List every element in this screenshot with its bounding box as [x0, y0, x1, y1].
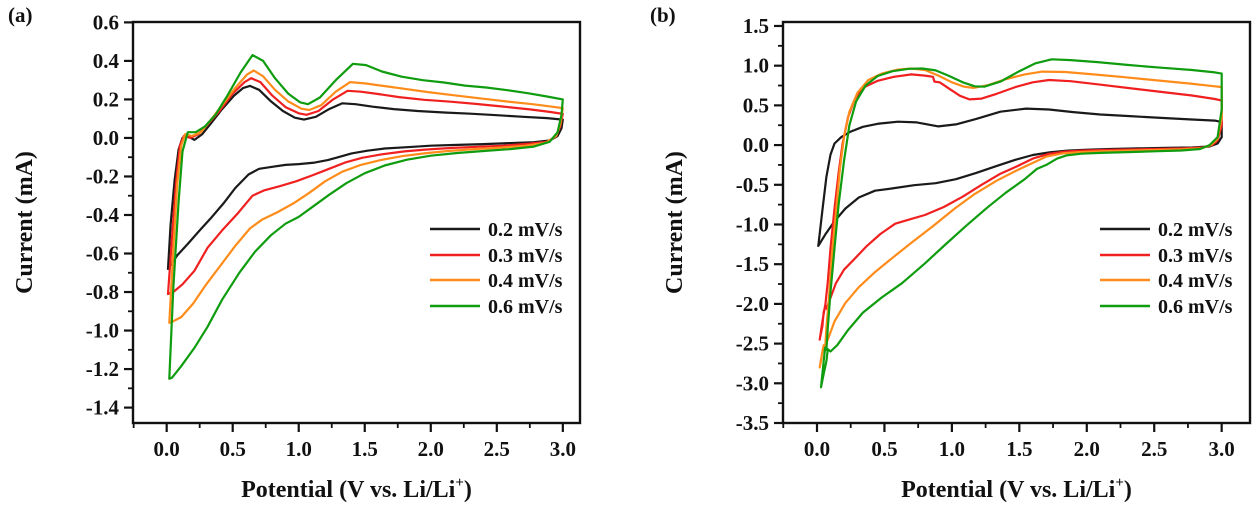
x-tick-label-a: 3.0 — [550, 437, 576, 461]
cv-curve-0.3mVs-a — [166, 77, 564, 296]
legend-label-a-2: 0.4 mV/s — [488, 270, 563, 292]
x-tick-label-b: 2.5 — [1141, 437, 1167, 461]
legend-label-b-2: 0.4 mV/s — [1158, 270, 1233, 292]
y-tick-label-b: -3.0 — [736, 371, 769, 395]
y-tick-label-a: -0.6 — [86, 242, 119, 266]
y-tick-label-a: 0.2 — [93, 87, 119, 111]
y-tick-label-a: 0.4 — [93, 49, 120, 73]
x-tick-label-a: 2.0 — [418, 437, 444, 461]
x-tick-label-b: 2.0 — [1074, 437, 1100, 461]
panel-tag-b: (b) — [650, 3, 676, 27]
cv-curve-0.6mVs-b — [819, 58, 1223, 389]
legend-label-b-3: 0.6 mV/s — [1158, 296, 1233, 318]
y-tick-label-a: -1.0 — [86, 319, 119, 343]
y-tick-label-a: -0.8 — [86, 280, 119, 304]
y-tick-label-b: 0.5 — [743, 93, 769, 117]
y-tick-label-a: -0.4 — [86, 203, 120, 227]
legend-label-a-3: 0.6 mV/s — [488, 296, 563, 318]
y-tick-label-b: 0.0 — [743, 133, 769, 157]
y-tick-label-a: -1.2 — [86, 357, 119, 381]
y-tick-label-a: 0.0 — [93, 126, 119, 150]
x-tick-label-b: 1.5 — [1006, 437, 1032, 461]
x-tick-label-b: 0.0 — [804, 437, 830, 461]
legend-label-a-0: 0.2 mV/s — [488, 219, 563, 241]
x-tick-label-a: 1.0 — [286, 437, 312, 461]
x-tick-label-a: 2.5 — [484, 437, 510, 461]
y-tick-label-b: -1.5 — [736, 252, 769, 276]
y-axis-title-b: Current (mA) — [662, 151, 688, 294]
cv-curve-0.2mVs-a — [166, 84, 564, 270]
legend-label-b-0: 0.2 mV/s — [1158, 219, 1233, 241]
y-tick-label-b: -2.5 — [736, 332, 769, 356]
x-tick-label-b: 3.0 — [1209, 437, 1235, 461]
y-tick-label-b: -0.5 — [736, 173, 769, 197]
y-tick-label-a: -1.4 — [86, 396, 120, 420]
y-tick-label-b: 1.0 — [743, 54, 769, 78]
cv-curve-0.4mVs-a — [168, 69, 564, 324]
cv-curve-0.3mVs-b — [818, 73, 1223, 341]
cv-curve-0.6mVs-a — [168, 54, 564, 380]
x-axis-title-b: Potential (V vs. Li/Li+) — [901, 475, 1132, 503]
x-tick-label-a: 0.0 — [154, 437, 180, 461]
cv-curve-0.2mVs-b — [817, 107, 1223, 247]
panel-tag-a: (a) — [8, 3, 33, 27]
y-tick-label-b: -3.5 — [736, 411, 769, 435]
y-tick-label-b: 1.5 — [743, 14, 769, 38]
plot-frame-a — [131, 20, 582, 425]
y-tick-label-b: -1.0 — [736, 212, 769, 236]
y-tick-label-a: -0.2 — [86, 164, 119, 188]
cv-curve-0.4mVs-b — [818, 67, 1223, 369]
legend-label-b-1: 0.3 mV/s — [1158, 245, 1233, 267]
y-axis-title-a: Current (mA) — [12, 151, 38, 294]
x-axis-title-a: Potential (V vs. Li/Li+) — [241, 475, 472, 503]
legend-label-a-1: 0.3 mV/s — [488, 245, 563, 267]
y-tick-label-a: 0.6 — [93, 10, 119, 34]
x-tick-label-a: 1.5 — [352, 437, 378, 461]
y-tick-label-b: -2.0 — [736, 292, 769, 316]
plot-frame-b — [781, 20, 1252, 425]
x-tick-label-b: 0.5 — [871, 437, 897, 461]
x-tick-label-a: 0.5 — [220, 437, 246, 461]
x-tick-label-b: 1.0 — [939, 437, 965, 461]
